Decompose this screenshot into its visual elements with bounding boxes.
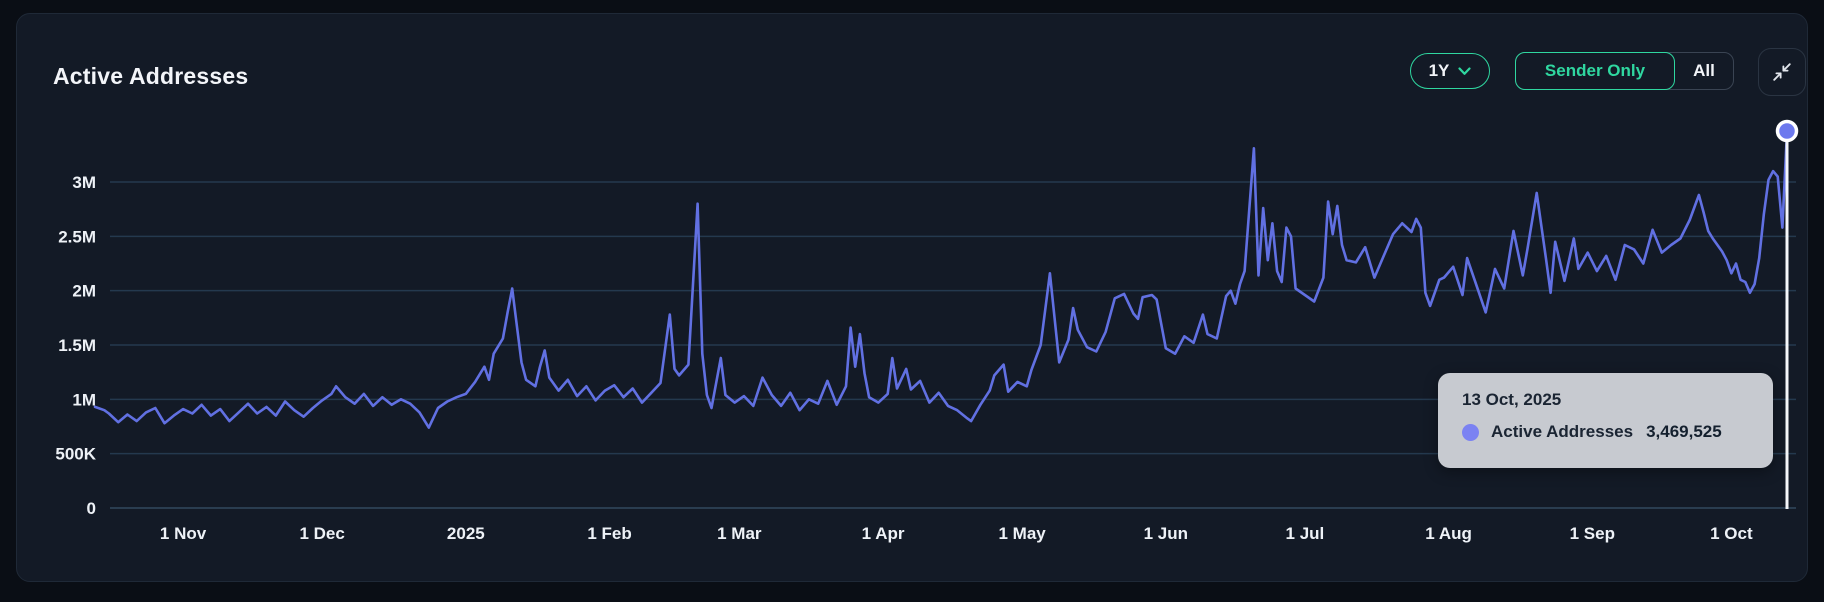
sender-filter-toggle: Sender Only All — [1515, 52, 1734, 90]
series-line — [93, 129, 1789, 429]
x-axis-label: 1 Dec — [299, 524, 344, 543]
last-point-marker — [1775, 119, 1799, 143]
x-axis-label: 1 Oct — [1710, 524, 1753, 543]
chart-tooltip: 13 Oct, 2025 Active Addresses 3,469,525 — [1438, 373, 1773, 468]
y-axis-label: 500K — [55, 445, 96, 464]
time-range-value: 1Y — [1428, 61, 1450, 80]
toggle-sender-only[interactable]: Sender Only — [1515, 52, 1675, 90]
x-axis-label: 1 Feb — [587, 524, 631, 543]
collapse-icon — [1773, 63, 1791, 81]
x-axis-label: 1 Aug — [1425, 524, 1472, 543]
tooltip-row: Active Addresses 3,469,525 — [1462, 422, 1749, 442]
x-axis-label: 1 Apr — [862, 524, 905, 543]
x-axis-label: 1 May — [998, 524, 1046, 543]
y-axis-label: 2.5M — [58, 227, 96, 246]
series-color-dot — [1462, 423, 1479, 441]
chevron-down-icon — [1458, 66, 1471, 75]
x-axis-label: 1 Nov — [160, 524, 207, 543]
y-axis-label: 3M — [72, 173, 96, 192]
toggle-all[interactable]: All — [1693, 61, 1715, 80]
collapse-chart-button[interactable] — [1758, 48, 1806, 96]
y-axis-label: 1M — [72, 390, 96, 409]
tooltip-value: 3,469,525 — [1646, 422, 1722, 441]
y-axis-label: 1.5M — [58, 336, 96, 355]
y-axis-label: 2M — [72, 282, 96, 301]
x-axis-label: 1 Jun — [1144, 524, 1188, 543]
x-axis-label: 2025 — [447, 524, 485, 543]
x-axis-label: 1 Mar — [717, 524, 762, 543]
chart-title: Active Addresses — [53, 63, 249, 89]
time-range-selector[interactable]: 1Y — [1410, 53, 1490, 89]
y-axis-label: 0 — [87, 499, 96, 518]
x-axis-label: 1 Sep — [1570, 524, 1615, 543]
tooltip-date: 13 Oct, 2025 — [1462, 390, 1562, 409]
active-addresses-card: Active Addresses 1Y Sender Only All — [16, 13, 1808, 582]
tooltip-series-label: Active Addresses — [1491, 422, 1634, 441]
x-axis-label: 1 Jul — [1286, 524, 1325, 543]
